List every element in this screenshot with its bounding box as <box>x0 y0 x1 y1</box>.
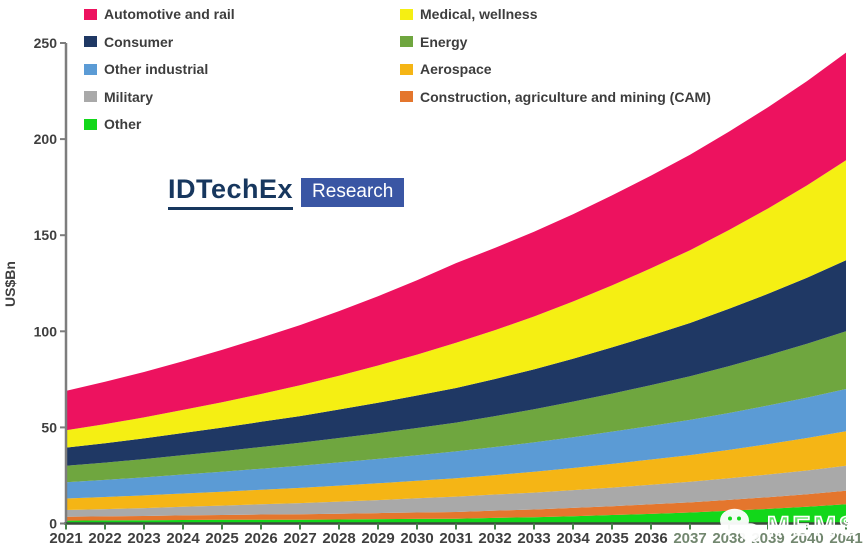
x-tick-label-2035: 2035 <box>595 530 628 547</box>
x-tick-label-2036: 2036 <box>634 530 667 547</box>
x-tick-label-2032: 2032 <box>478 530 511 547</box>
x-tick-label-2033: 2033 <box>517 530 550 547</box>
x-tick-label-2022: 2022 <box>88 530 121 547</box>
legend-swatch-military <box>84 91 97 102</box>
area-other <box>66 504 846 524</box>
idtechex-logo: IDTechEx Research <box>168 176 405 210</box>
mems-watermark: MEMS <box>719 507 860 545</box>
x-tick-label-2021: 2021 <box>49 530 82 547</box>
idtechex-logo-research-box: Research <box>301 178 405 207</box>
area-medical <box>66 160 846 448</box>
legend-item-other: Other <box>84 113 235 135</box>
legend-item-medical: Medical, wellness <box>400 3 711 25</box>
legend-item-other_industrial: Other industrial <box>84 58 235 80</box>
area-other_industrial <box>66 389 846 499</box>
x-tick-label-2037: 2037 <box>673 530 706 547</box>
x-tick-label-2038: 2038 <box>712 530 745 547</box>
idtechex-logo-brand: IDTechEx <box>168 176 294 210</box>
legend-label-consumer: Consumer <box>104 33 174 50</box>
x-tick-label-2027: 2027 <box>283 530 316 547</box>
legend-column-right: Medical, wellness Energy Aerospace Construc… <box>400 3 711 113</box>
y-tick-label-0: 0 <box>49 516 57 532</box>
legend-item-consumer: Consumer <box>84 31 235 53</box>
x-tick-label-2034: 2034 <box>556 530 590 547</box>
area-cam <box>66 490 846 521</box>
x-tick-label-2040: 2040 <box>790 530 823 547</box>
legend-label-cam: Construction, agriculture and mining (CA… <box>420 88 711 105</box>
x-tick-label-2029: 2029 <box>361 530 394 547</box>
legend-label-energy: Energy <box>420 33 468 50</box>
legend-label-military: Military <box>104 88 154 105</box>
y-tick-label-250: 250 <box>34 35 58 51</box>
area-automotive <box>66 52 846 431</box>
legend-item-aerospace: Aerospace <box>400 58 711 80</box>
area-consumer <box>66 260 846 466</box>
y-tick-label-100: 100 <box>34 323 58 339</box>
x-tick-label-2031: 2031 <box>439 530 472 547</box>
y-tick-label-150: 150 <box>34 227 58 243</box>
legend-label-aerospace: Aerospace <box>420 61 492 77</box>
legend-label-automotive: Automotive and rail <box>104 6 235 22</box>
legend-label-medical: Medical, wellness <box>420 6 538 22</box>
area-military <box>66 465 846 517</box>
legend-item-military: Military <box>84 86 235 108</box>
x-tick-label-2028: 2028 <box>322 530 355 547</box>
legend-label-other_industrial: Other industrial <box>104 61 209 77</box>
y-tick-label-50: 50 <box>41 419 57 435</box>
legend-swatch-consumer <box>84 36 97 47</box>
x-tick-label-2041: 2041 <box>829 530 862 547</box>
area-aerospace <box>66 431 846 510</box>
legend-swatch-energy <box>400 36 413 47</box>
legend-item-cam: Construction, agriculture and mining (CA… <box>400 86 711 108</box>
x-tick-label-2026: 2026 <box>244 530 277 547</box>
legend-swatch-other <box>84 118 97 130</box>
legend-swatch-medical <box>400 8 413 20</box>
x-tick-label-2023: 2023 <box>127 530 160 547</box>
x-tick-label-2024: 2024 <box>166 530 200 547</box>
wechat-icon <box>720 508 761 544</box>
y-tick-label-200: 200 <box>34 131 58 147</box>
x-tick-label-2030: 2030 <box>400 530 433 547</box>
y-axis-title: US$Bn <box>1 261 18 307</box>
x-tick-label-2025: 2025 <box>205 530 238 547</box>
legend-swatch-automotive <box>84 8 97 20</box>
legend-item-automotive: Automotive and rail <box>84 3 235 25</box>
mems-watermark-text: MEMS <box>766 510 860 542</box>
legend-label-other: Other <box>104 116 142 132</box>
area-energy <box>66 331 846 483</box>
legend-swatch-cam <box>400 91 413 102</box>
legend-column-left: Automotive and rail Consumer Other industr… <box>84 3 235 141</box>
legend-item-energy: Energy <box>400 31 711 53</box>
legend-swatch-aerospace <box>400 63 413 75</box>
legend-swatch-other_industrial <box>84 63 97 75</box>
